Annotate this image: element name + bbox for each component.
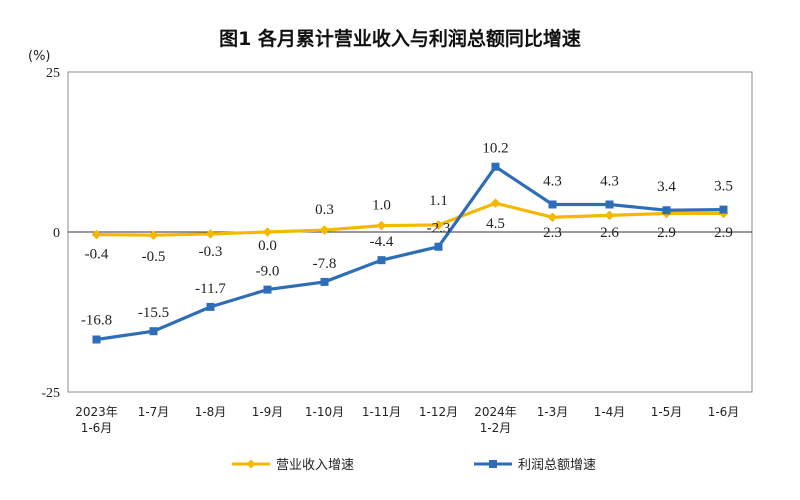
- data-point: [205, 229, 216, 239]
- data-point: [719, 205, 728, 214]
- data-point: [206, 302, 215, 311]
- data-label: 4.5: [486, 216, 505, 232]
- data-label: 3.5: [714, 179, 733, 195]
- data-label: 2.6: [600, 225, 619, 241]
- data-point: [262, 227, 273, 237]
- data-label: 1.1: [429, 193, 448, 209]
- x-tick-label: 2023年 1-6月: [75, 405, 118, 435]
- x-tick-label: 1-10月: [305, 405, 344, 419]
- data-label: -7.8: [313, 256, 337, 272]
- data-point: [149, 327, 158, 336]
- y-tick-label: -25: [41, 386, 60, 401]
- x-tick-label: 2024年 1-2月: [474, 405, 517, 435]
- data-point: [490, 198, 501, 208]
- data-point: [263, 285, 272, 294]
- legend-marker: [246, 459, 256, 469]
- x-tick-label: 1-7月: [138, 405, 170, 419]
- axes: 25 0 -25 2023年 1-6月 1-7月 1-8月 1-9月 1-10月 1-11月 1-1…: [41, 66, 753, 435]
- y-tick-label: 0: [53, 226, 60, 241]
- legend-marker: [489, 460, 497, 468]
- legend: 营业收入增速 利润总额增速: [232, 458, 596, 473]
- legend-item: 营业收入增速: [232, 458, 354, 473]
- data-point: [92, 335, 101, 344]
- data-point: [491, 162, 500, 171]
- data-labels: -0.4 -0.5 -0.3 0.0 0.3 1.0 1.1 4.5 2.3 2.6 2.9 2.9 -…: [81, 141, 733, 329]
- chart-title: 图1 各月累计营业收入与利润总额同比增速: [219, 27, 581, 50]
- legend-item: 利润总额增速: [474, 458, 596, 473]
- data-label: 1.0: [372, 198, 391, 214]
- x-tick-label: 1-6月: [708, 405, 740, 419]
- data-label: -15.5: [138, 305, 169, 321]
- x-tick-label: 1-4月: [594, 405, 626, 419]
- data-label: 4.3: [600, 173, 619, 189]
- x-tick-label: 1-8月: [195, 405, 227, 419]
- data-label: 0.3: [315, 202, 334, 218]
- data-point: [548, 200, 557, 209]
- data-label: 0.0: [258, 238, 277, 254]
- data-point: [377, 256, 386, 265]
- data-label: -0.5: [142, 249, 166, 265]
- data-label: 10.2: [482, 141, 508, 157]
- data-label: -4.4: [370, 234, 394, 250]
- data-label: -11.7: [195, 281, 226, 297]
- x-tick-label: 1-11月: [362, 405, 401, 419]
- data-point: [605, 200, 614, 209]
- data-label: 2.9: [714, 225, 733, 241]
- data-label: -0.3: [199, 244, 223, 260]
- series-line-revenue: [96, 201, 724, 237]
- data-point: [320, 277, 329, 286]
- series-layer: [91, 162, 729, 344]
- data-point: [547, 212, 558, 223]
- data-label: -9.0: [256, 264, 280, 280]
- data-label: -2.3: [427, 221, 451, 237]
- data-point: [604, 210, 615, 221]
- x-tick-label: 1-3月: [537, 405, 569, 419]
- y-axis-unit: (%): [28, 49, 51, 64]
- data-point: [376, 220, 387, 231]
- data-label: 3.4: [657, 179, 676, 195]
- x-tick-label: 1-12月: [419, 405, 458, 419]
- data-label: 2.3: [543, 225, 562, 241]
- data-label: 2.9: [657, 225, 676, 241]
- data-point: [433, 220, 444, 230]
- data-point: [662, 206, 671, 215]
- data-label: 4.3: [543, 173, 562, 189]
- data-label: -16.8: [81, 313, 112, 329]
- y-tick-label: 25: [46, 66, 60, 81]
- legend-label: 利润总额增速: [518, 458, 596, 473]
- data-point: [91, 229, 102, 240]
- data-point: [148, 230, 159, 240]
- series-line-profit: [96, 164, 724, 342]
- data-point: [319, 225, 330, 235]
- x-tick-label: 1-9月: [252, 405, 284, 419]
- legend-label: 营业收入增速: [276, 458, 354, 473]
- data-label: -0.4: [85, 247, 109, 263]
- data-point: [434, 242, 443, 251]
- x-tick-label: 1-5月: [651, 405, 683, 419]
